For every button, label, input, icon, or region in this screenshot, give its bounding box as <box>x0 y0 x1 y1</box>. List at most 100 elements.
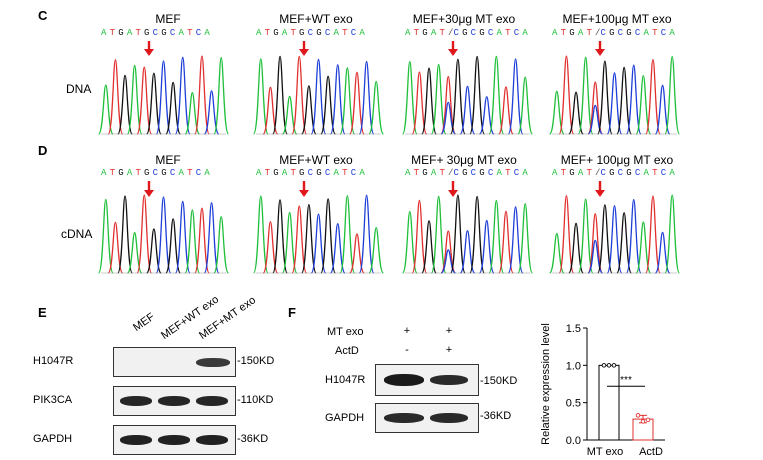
blot-f-row-label-2: GAPDH <box>325 412 365 424</box>
x-tick-label: ActD <box>639 446 663 458</box>
blot-band <box>384 413 424 423</box>
chromatogram-peak <box>301 85 317 135</box>
chromatogram-peak <box>421 220 437 274</box>
chromatogram-peak <box>320 198 336 274</box>
cdna-sequence-2: ATGATGCGCATCA <box>256 168 368 178</box>
data-point <box>645 417 651 423</box>
chromatogram-peak <box>146 228 162 274</box>
blot-band <box>196 396 228 406</box>
chromatogram-peak <box>517 203 534 274</box>
chromatogram-peak <box>107 221 124 274</box>
mutation-arrow-head <box>299 190 309 197</box>
chromatogram-peak <box>664 194 681 274</box>
chromatogram-peak <box>498 210 514 274</box>
chromatogram-peak <box>310 213 327 274</box>
cdna-sequence-1: ATGATGCGCATCA <box>101 168 213 178</box>
chromatogram-peak <box>469 195 485 274</box>
chromatogram-peak <box>368 80 385 135</box>
mutation-arrow-head <box>448 190 458 197</box>
chromatogram-area <box>97 41 681 274</box>
blot-f-membrane-gapdh <box>375 403 479 433</box>
mutation-arrow-head <box>448 49 458 56</box>
chromatogram-peak <box>117 74 133 135</box>
chromatogram-peak <box>401 210 418 274</box>
blot-f-symbol-1-2: + <box>445 325 453 337</box>
mutation-arrow-head <box>595 190 605 197</box>
chromatogram-peak <box>645 195 661 274</box>
chromatogram-peak <box>606 205 623 274</box>
chromatogram-peak <box>587 213 604 274</box>
data-point <box>640 419 646 424</box>
chromatogram-peak <box>165 81 181 135</box>
chromatogram-peak <box>411 71 428 135</box>
cdna-sequence-4: ATGAT/CGCGCATCA <box>552 168 678 178</box>
chromatogram-peak <box>440 230 457 274</box>
dna-sequence-2: ATGATGCGCATCA <box>256 28 368 38</box>
y-tick-label: 1.5 <box>566 323 581 335</box>
chromatogram-peak <box>301 203 317 274</box>
chromatogram-peak <box>272 199 288 274</box>
chromatogram-peak <box>654 231 671 274</box>
data-point <box>606 363 612 368</box>
blot-band <box>196 435 228 445</box>
chromatogram-peak <box>616 212 632 274</box>
blot-e-lane-label-1: MEF <box>131 310 158 334</box>
panel-letter-c: C <box>38 8 48 23</box>
chromatogram-peak <box>358 194 375 274</box>
chromatogram-peak <box>281 95 298 135</box>
chromatogram-peak <box>440 75 457 135</box>
blot-f-condition-2: ActD <box>335 345 359 357</box>
mutation-arrow-head <box>144 49 154 56</box>
cdna-trace-title-4: MEF+ 100μg MT exo <box>560 153 674 167</box>
y-tick-label: 0.0 <box>566 435 581 447</box>
chromatogram-peak <box>203 90 220 135</box>
chromatogram-peak <box>146 72 162 135</box>
chromatogram-peak <box>625 64 642 135</box>
chromatogram-peak <box>625 199 642 274</box>
dna-trace-title-4: MEF+100μg MT exo <box>562 12 672 26</box>
chromatogram-peak <box>597 204 613 274</box>
y-tick-label: 1.0 <box>566 360 581 372</box>
chromatogram-peak <box>517 76 534 135</box>
data-point <box>601 363 607 368</box>
blot-e-row-label-3: GAPDH <box>33 433 73 445</box>
blot-f-row-label-1: H1047R <box>325 374 366 386</box>
blot-e-row-label-2: PIK3CA <box>33 394 73 406</box>
chromatogram-peak <box>488 55 505 135</box>
blot-band <box>430 413 468 423</box>
chromatogram-peak <box>597 60 613 135</box>
chromatogram-peak <box>498 86 514 135</box>
y-tick-label: 0.5 <box>566 398 581 410</box>
chromatogram-peak <box>664 55 681 135</box>
chromatogram-peak <box>459 85 476 135</box>
blot-f-condition-1: MT exo <box>327 326 364 338</box>
chromatogram-peak <box>507 206 524 274</box>
blot-e-kd-1: -150KD <box>237 355 275 367</box>
chromatogram-peak <box>194 207 210 274</box>
y-axis-label: Relative expression level <box>540 323 552 445</box>
chromatogram-peak <box>577 198 594 274</box>
blot-band <box>196 358 230 367</box>
blot-e-membrane-pik3ca <box>113 386 236 416</box>
chromatogram-peak <box>645 59 661 135</box>
blot-band <box>158 435 190 445</box>
chromatogram-peak <box>136 66 153 135</box>
chromatogram-peak <box>411 199 428 274</box>
data-point <box>635 413 641 418</box>
chromatogram-peak <box>548 233 565 274</box>
chromatogram-peak <box>184 209 201 274</box>
chromatogram-peak <box>213 216 230 274</box>
chromatogram-peak <box>136 194 153 274</box>
chromatogram-peak <box>165 218 181 274</box>
chromatogram-peak <box>488 199 505 274</box>
chromatogram-peak <box>430 63 447 135</box>
panel-letter-d: D <box>38 143 48 158</box>
blot-e-row-label-1: H1047R <box>33 355 74 367</box>
data-point <box>611 363 617 368</box>
mutation-arrow-head <box>299 49 309 56</box>
chromatogram-peak <box>252 195 269 274</box>
cdna-trace-title-2: MEF+WT exo <box>279 153 353 167</box>
blot-band <box>120 396 152 406</box>
chromatogram-peak <box>469 55 485 135</box>
chromatogram-peak <box>126 232 143 274</box>
